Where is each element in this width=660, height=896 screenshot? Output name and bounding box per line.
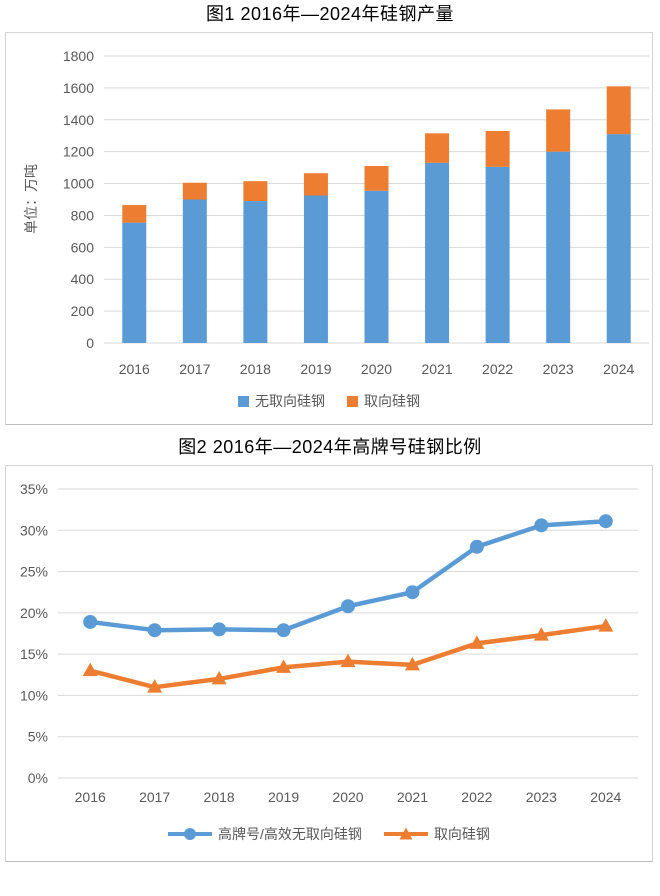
legend-label-high-grade: 高牌号/高效无取向硅钢: [218, 826, 362, 842]
svg-text:2023: 2023: [543, 361, 574, 377]
figure1-chart-area: 单位：万吨 0 200 400 600 800 1000 1200 1400 1600 1800 2…: [5, 32, 653, 425]
svg-text:2019: 2019: [300, 361, 331, 377]
svg-text:10%: 10%: [20, 687, 48, 703]
figure2-title: 图2 2016年—2024年高牌号硅钢比例: [178, 437, 482, 457]
svg-text:2022: 2022: [482, 361, 513, 377]
svg-text:2017: 2017: [139, 789, 170, 805]
legend-label-non-oriented: 无取向硅钢: [255, 393, 325, 409]
svg-text:1200: 1200: [63, 144, 94, 160]
svg-text:2016: 2016: [119, 361, 150, 377]
blue-line-circle-marker-icon: [168, 828, 213, 840]
svg-text:2018: 2018: [240, 361, 271, 377]
svg-text:2019: 2019: [268, 789, 299, 805]
orange-square-swatch-icon: [347, 395, 358, 407]
svg-text:2024: 2024: [603, 361, 634, 377]
svg-text:2021: 2021: [421, 361, 452, 377]
svg-text:30%: 30%: [20, 522, 48, 538]
figure2-chart-area: 0% 5% 10% 15% 20% 25% 30% 35% 2016 2017 2018 2019 20…: [5, 465, 653, 862]
svg-text:800: 800: [71, 207, 95, 223]
svg-text:0: 0: [86, 335, 94, 351]
svg-text:1800: 1800: [63, 48, 94, 64]
figure2-line-chart-svg: 0% 5% 10% 15% 20% 25% 30% 35% 2016 2017 2018 2019 20…: [20, 481, 638, 805]
svg-text:200: 200: [71, 303, 95, 319]
svg-text:2020: 2020: [332, 789, 363, 805]
svg-text:5%: 5%: [28, 729, 48, 745]
svg-text:2017: 2017: [179, 361, 210, 377]
svg-text:35%: 35%: [20, 481, 48, 497]
svg-text:1600: 1600: [63, 80, 94, 96]
figure1-legend: 无取向硅钢 取向硅钢: [6, 391, 652, 411]
legend-item-oriented: 取向硅钢: [347, 391, 420, 411]
figure2-legend: 高牌号/高效无取向硅钢 取向硅钢: [6, 824, 652, 844]
legend-item-oriented-line: 取向硅钢: [383, 824, 490, 844]
svg-text:2020: 2020: [361, 361, 392, 377]
svg-text:1000: 1000: [63, 176, 94, 192]
orange-line-triangle-marker-icon: [383, 827, 428, 840]
svg-text:400: 400: [71, 271, 95, 287]
svg-text:2018: 2018: [204, 789, 235, 805]
blue-square-swatch-icon: [238, 395, 249, 407]
svg-text:2022: 2022: [461, 789, 492, 805]
svg-text:25%: 25%: [20, 564, 48, 580]
figure1-title: 图1 2016年—2024年硅钢产量: [205, 4, 455, 24]
svg-text:0%: 0%: [28, 770, 48, 786]
svg-text:1400: 1400: [63, 112, 94, 128]
svg-text:2024: 2024: [590, 789, 621, 805]
svg-text:600: 600: [71, 239, 95, 255]
svg-text:2016: 2016: [75, 789, 106, 805]
legend-item-high-grade: 高牌号/高效无取向硅钢: [168, 824, 362, 844]
svg-text:2023: 2023: [526, 789, 557, 805]
svg-text:15%: 15%: [20, 646, 48, 662]
legend-label-oriented: 取向硅钢: [364, 393, 420, 409]
figure1-bar-chart-svg: 0 200 400 600 800 1000 1200 1400 1600 1800 2016 201…: [63, 48, 649, 377]
svg-text:2021: 2021: [397, 789, 428, 805]
legend-item-non-oriented: 无取向硅钢: [238, 391, 325, 411]
svg-text:20%: 20%: [20, 605, 48, 621]
legend-label-oriented-line: 取向硅钢: [433, 826, 490, 842]
